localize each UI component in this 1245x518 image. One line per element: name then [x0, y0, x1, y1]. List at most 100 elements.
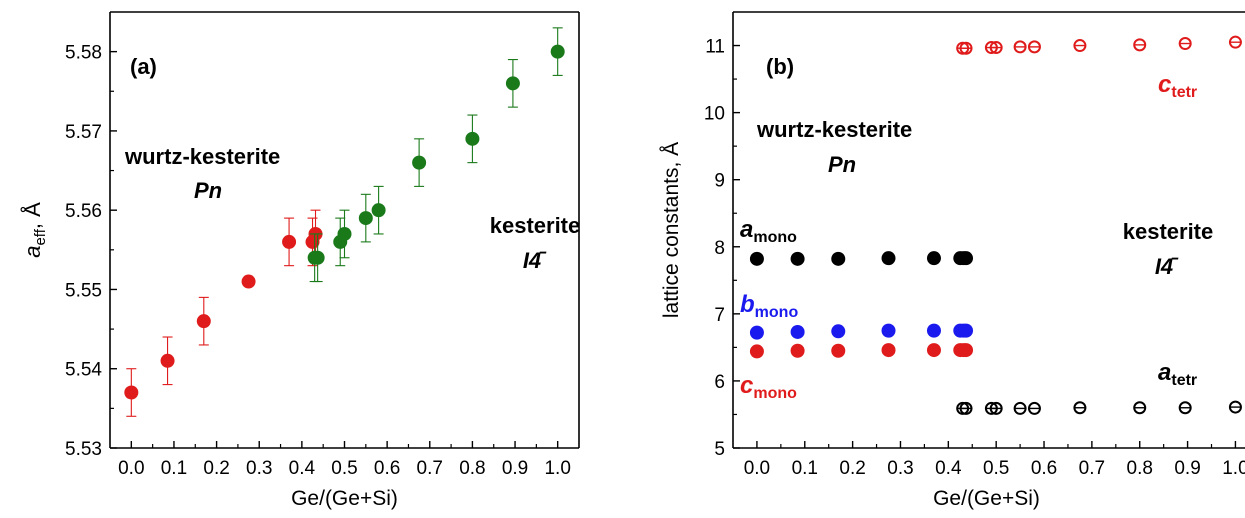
series-label-b-mono: bmono — [740, 291, 798, 321]
data-point — [337, 226, 352, 241]
x-tick-label: 0.3 — [246, 458, 272, 479]
x-tick-label: 1.0 — [544, 458, 570, 479]
y-tick-label: 11 — [705, 37, 725, 58]
y-tick-label: 5.55 — [65, 280, 102, 301]
data-point — [959, 251, 974, 266]
series-label-c-mono-subscript: mono — [753, 385, 797, 402]
panel-label: (b) — [766, 54, 794, 79]
y-axis-label-subscript: eff — [32, 228, 49, 245]
x-tick-label: 0.5 — [331, 458, 357, 479]
x-tick-label: 0.7 — [1079, 458, 1105, 479]
space-group-pn: Pn — [828, 152, 856, 177]
series-label-c-mono: cmono — [740, 372, 797, 402]
x-tick-label: 0.6 — [374, 458, 400, 479]
y-tick-label: 5.56 — [65, 201, 102, 222]
data-point — [926, 343, 941, 358]
data-point — [881, 251, 896, 266]
x-tick-label: 0.4 — [289, 458, 316, 479]
data-point — [790, 324, 805, 339]
x-tick-label: 1.0 — [1222, 458, 1245, 479]
space-group-i4: I4̄ — [1155, 254, 1179, 279]
data-point — [790, 343, 805, 358]
y-tick-label: 5.53 — [65, 439, 102, 460]
y-tick-label: 6 — [714, 372, 725, 393]
data-point — [749, 251, 764, 266]
x-tick-label: 0.6 — [1031, 458, 1057, 479]
x-tick-label: 0.8 — [459, 458, 485, 479]
series-label-c-mono-symbol: c — [740, 372, 753, 399]
y-tick-label: 5.57 — [65, 122, 102, 143]
series-label-c-tetr: ctetr — [1158, 71, 1197, 101]
x-tick-label: 0.2 — [839, 458, 865, 479]
y-axis-label: aeff, Å — [20, 202, 49, 258]
data-point — [160, 353, 175, 368]
data-point — [831, 251, 846, 266]
x-tick-label: 0.7 — [417, 458, 443, 479]
phase-label-wurtz-kesterite: wurtz-kesterite — [124, 144, 280, 169]
series-label-a-mono-subscript: mono — [753, 229, 797, 246]
x-tick-label: 0.9 — [1174, 458, 1200, 479]
y-axis-label-symbol: a — [20, 246, 45, 258]
x-tick-label: 0.3 — [887, 458, 913, 479]
data-point — [959, 323, 974, 338]
panel-label: (a) — [130, 54, 157, 79]
x-tick-label: 0.1 — [161, 458, 187, 479]
y-tick-label: 5 — [714, 439, 725, 460]
x-tick-label: 0.5 — [983, 458, 1009, 479]
x-tick-label: 0.2 — [203, 458, 229, 479]
data-point — [881, 323, 896, 338]
data-point — [550, 44, 565, 59]
data-point — [371, 203, 386, 218]
series-label-b-mono-subscript: mono — [755, 304, 799, 321]
y-axis-label: lattice constants, Å — [660, 142, 683, 318]
data-point — [749, 344, 764, 359]
data-point — [124, 385, 139, 400]
x-axis-label: Ge/(Ge+Si) — [933, 487, 1040, 510]
data-point — [241, 274, 256, 289]
phase-label-kesterite: kesterite — [1123, 219, 1214, 244]
series-label-a-tetr-symbol: a — [1158, 359, 1171, 386]
series-label-a-mono-symbol: a — [740, 216, 753, 243]
data-point — [358, 211, 373, 226]
phase-label-kesterite: kesterite — [490, 213, 581, 238]
series-label-a-mono: amono — [740, 216, 797, 246]
x-tick-label: 0.0 — [744, 458, 770, 479]
data-point — [465, 131, 480, 146]
data-point — [790, 251, 805, 266]
data-point — [749, 325, 764, 340]
series-label-c-tetr-symbol: c — [1158, 71, 1171, 98]
data-point — [505, 76, 520, 91]
y-tick-label: 5.54 — [65, 360, 102, 381]
data-point — [926, 323, 941, 338]
x-tick-label: 0.0 — [118, 458, 144, 479]
y-tick-label: 10 — [704, 104, 725, 125]
x-tick-label: 0.9 — [502, 458, 528, 479]
phase-label-wurtz-kesterite: wurtz-kesterite — [756, 117, 912, 142]
y-tick-label: 5.58 — [65, 43, 102, 64]
data-point — [310, 250, 325, 265]
data-point — [831, 343, 846, 358]
y-tick-label: 8 — [714, 238, 725, 259]
space-group-pn: Pn — [194, 178, 222, 203]
data-point — [282, 234, 297, 249]
space-group-i4: I4̄ — [523, 248, 547, 273]
x-tick-label: 0.8 — [1127, 458, 1153, 479]
y-tick-label: 7 — [714, 305, 725, 326]
data-point — [881, 343, 896, 358]
data-point — [412, 155, 427, 170]
data-point — [959, 343, 974, 358]
y-tick-label: 9 — [714, 171, 725, 192]
x-axis-label: Ge/(Ge+Si) — [291, 487, 398, 510]
data-point — [926, 251, 941, 266]
data-point — [196, 314, 211, 329]
series-label-c-tetr-subscript: tetr — [1171, 84, 1197, 101]
series-label-a-tetr: atetr — [1158, 359, 1197, 389]
series-label-a-tetr-subscript: tetr — [1171, 372, 1197, 389]
y-axis-label-rest: , Å — [20, 202, 45, 229]
series-label-b-mono-symbol: b — [740, 291, 755, 318]
data-point — [831, 324, 846, 339]
x-tick-label: 0.4 — [935, 458, 962, 479]
x-tick-label: 0.1 — [792, 458, 818, 479]
